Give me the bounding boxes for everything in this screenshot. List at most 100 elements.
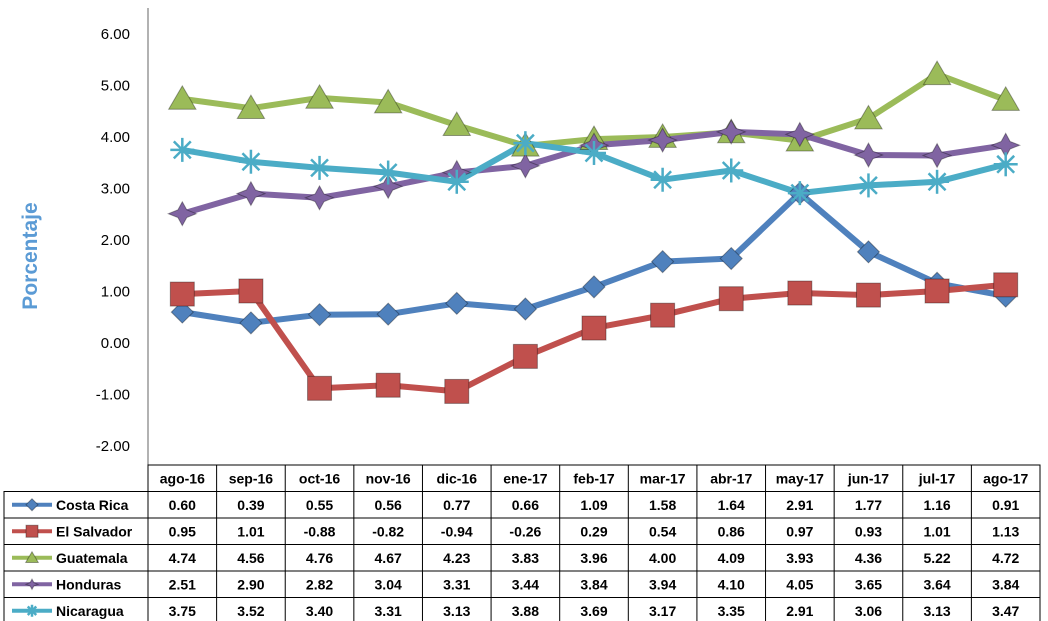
- table-cell: 1.01: [923, 523, 950, 539]
- table-cell: 3.35: [718, 603, 745, 619]
- table-cell: 3.69: [580, 603, 607, 619]
- y-axis-label: Porcentaje: [19, 202, 42, 309]
- table-cell: 0.66: [512, 497, 539, 513]
- table-cell: 3.52: [237, 603, 264, 619]
- data-point-honduras: [784, 121, 816, 148]
- table-cell: 2.91: [786, 497, 813, 513]
- data-point-honduras: [853, 142, 884, 168]
- table-cell: 4.10: [718, 576, 745, 592]
- data-point-costa-rica: [170, 300, 195, 324]
- y-tick-label: 2.00: [101, 232, 130, 249]
- data-point-honduras: [304, 184, 335, 211]
- legend-entry-guatemala: Guatemala: [56, 550, 128, 566]
- table-header-cell: ago-17: [983, 470, 1028, 486]
- data-point-nicaragua-stroke: [859, 176, 878, 195]
- table-cell: 3.17: [649, 603, 676, 619]
- data-point-honduras: [510, 152, 541, 179]
- data-point-costa-rica: [582, 275, 606, 299]
- table-cell: 0.97: [786, 523, 813, 539]
- data-point-honduras: [921, 142, 953, 169]
- table-header-cell: abr-17: [710, 470, 752, 486]
- table-cell: 4.74: [169, 550, 196, 566]
- data-point-nicaragua-stroke: [584, 143, 604, 163]
- data-point-nicaragua-stroke: [378, 163, 398, 182]
- table-cell: 3.31: [375, 603, 402, 619]
- data-point-nicaragua: [582, 140, 606, 165]
- data-point-costa-rica: [513, 297, 538, 321]
- data-point-nicaragua: [513, 131, 538, 156]
- data-point-honduras: [715, 118, 747, 145]
- table-cell: -0.94: [441, 523, 473, 539]
- data-table: ago-16 sep-16 oct-16 nov-16 dic-16 ene-17 feb-…: [3, 464, 1041, 621]
- data-point-nicaragua: [650, 167, 675, 192]
- table-cell: 1.09: [580, 497, 607, 513]
- data-point-costa-rica: [650, 249, 675, 274]
- table-cell: 5.22: [923, 550, 950, 566]
- table-header-cell: sep-16: [229, 470, 274, 486]
- data-point-costa-rica: [376, 302, 400, 326]
- table-cell: 0.29: [580, 523, 607, 539]
- data-point-nicaragua: [238, 149, 263, 174]
- table-cell: 0.77: [443, 497, 470, 513]
- table-cell: 3.31: [443, 576, 470, 592]
- y-ticks: 6.00 5.00 4.00 3.00 2.00 1.00 0.00 -1.00 -2.00: [96, 26, 130, 455]
- data-point-el-salvador: [375, 372, 401, 398]
- data-point-guatemala: [373, 88, 403, 114]
- table-cell: 0.93: [855, 523, 882, 539]
- data-point-honduras: [647, 127, 678, 154]
- data-point-guatemala: [167, 84, 197, 110]
- data-point-nicaragua-stroke: [653, 170, 672, 190]
- table-cell: 3.47: [992, 603, 1019, 619]
- data-point-honduras: [166, 200, 198, 227]
- table-cell: 3.13: [443, 603, 470, 619]
- data-point-honduras: [235, 180, 267, 207]
- legend-entry-costa-rica: Costa Rica: [56, 497, 129, 513]
- table-header-cell: jun-17: [847, 470, 889, 486]
- table-cell: 4.09: [718, 550, 745, 566]
- data-point-costa-rica: [856, 240, 881, 264]
- table-cell: 1.58: [649, 497, 676, 513]
- table-header-cell: mar-17: [640, 470, 686, 486]
- data-point-nicaragua-stroke: [447, 172, 467, 192]
- table-cell: 1.16: [923, 497, 950, 513]
- data-point-guatemala: [922, 60, 952, 86]
- table-cell: 3.64: [923, 576, 950, 592]
- table-cell: 3.04: [375, 576, 402, 592]
- table-body-border: [3, 491, 1041, 621]
- data-point-el-salvador: [650, 302, 676, 328]
- y-tick-label: 6.00: [101, 26, 130, 43]
- legend-key-marker-costa-rica: [25, 498, 39, 512]
- y-tick-label: 4.00: [101, 129, 130, 146]
- table-cell: 3.96: [580, 550, 607, 566]
- data-point-nicaragua-stroke: [927, 172, 947, 192]
- legend-key-marker-el-salvador: [25, 524, 39, 538]
- y-tick-label: -1.00: [96, 387, 130, 404]
- table-cell: 3.88: [512, 603, 539, 619]
- table-cell: 3.06: [855, 603, 882, 619]
- table-header-cell: nov-16: [366, 470, 411, 486]
- data-point-guatemala: [305, 83, 335, 109]
- data-point-nicaragua-stroke: [790, 183, 810, 203]
- table-cell: 2.82: [306, 576, 333, 592]
- y-tick-label: 5.00: [101, 78, 130, 95]
- legend-key-marker-guatemala: [24, 550, 40, 564]
- data-point-nicaragua-stroke: [241, 152, 261, 172]
- legend-key-marker-nicaragua: [26, 604, 38, 617]
- table-cell: 3.84: [580, 576, 607, 592]
- table-cell: 4.76: [306, 550, 333, 566]
- table-cell: 1.13: [992, 523, 1019, 539]
- legend-key-marker-honduras: [24, 578, 40, 591]
- table-cell: 3.83: [512, 550, 539, 566]
- data-point-honduras: [372, 173, 404, 200]
- table-cell: 2.90: [237, 576, 264, 592]
- table-cell: 0.95: [169, 523, 196, 539]
- table-cell: 4.23: [443, 550, 470, 566]
- data-point-el-salvador: [307, 375, 333, 401]
- series-line-costa-rica: [179, 190, 1009, 326]
- table-cell: 3.84: [992, 576, 1019, 592]
- data-point-nicaragua-stroke: [172, 140, 192, 160]
- data-point-nicaragua: [925, 169, 950, 194]
- table-cell: 4.00: [649, 550, 676, 566]
- legend-entry-el-salvador: El Salvador: [56, 523, 133, 539]
- data-point-nicaragua: [376, 160, 401, 185]
